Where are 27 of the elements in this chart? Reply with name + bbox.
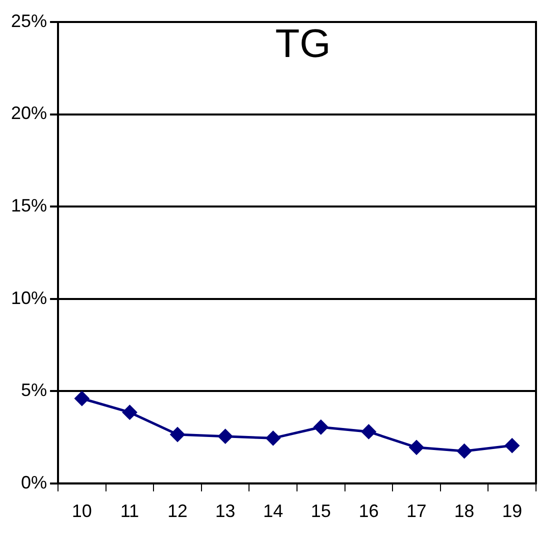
y-tick-label: 25%	[10, 10, 48, 31]
chart-title: TG	[275, 22, 331, 66]
x-tick-label: 15	[310, 501, 331, 522]
point	[361, 424, 376, 440]
point	[313, 420, 328, 435]
y-tick-label: 5%	[21, 380, 48, 400]
point	[74, 391, 90, 406]
x-tick-label: 12	[168, 501, 188, 522]
x-tick-label: 16	[358, 501, 379, 522]
y-tick-label: 15%	[10, 196, 48, 216]
point	[456, 444, 472, 459]
x-tick-label: 17	[406, 501, 427, 522]
x-tick-label: 18	[454, 501, 474, 522]
point	[266, 430, 281, 446]
x-tick-label: 13	[215, 501, 236, 522]
point	[504, 438, 520, 454]
y-tick-label: 0%	[21, 472, 48, 492]
point	[218, 428, 233, 444]
point	[170, 426, 186, 442]
point	[122, 404, 138, 420]
point	[409, 440, 424, 455]
x-tick-label: 19	[502, 501, 522, 522]
y-tick-label: 10%	[10, 288, 48, 308]
x-tick-label: 10	[72, 501, 92, 522]
x-tick-label: 11	[120, 501, 140, 522]
x-tick-label: 14	[263, 501, 284, 522]
y-tick-label: 20%	[10, 103, 48, 124]
